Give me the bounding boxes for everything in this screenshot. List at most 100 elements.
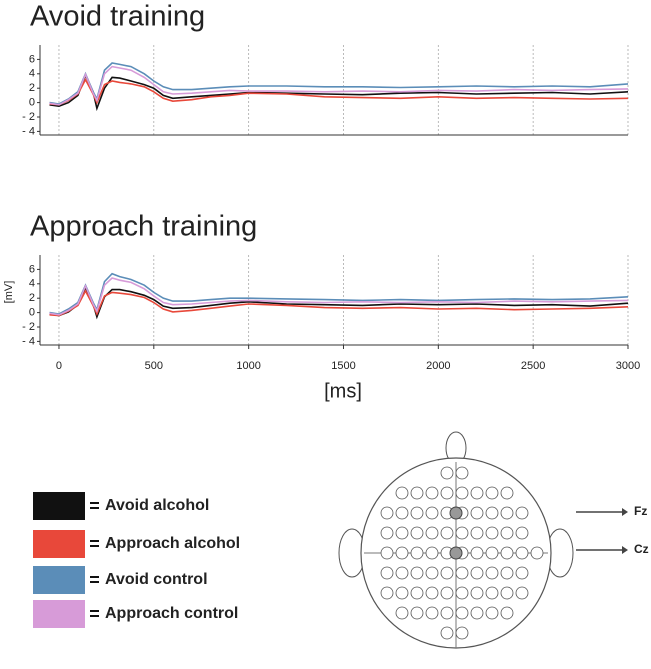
electrode xyxy=(395,486,409,500)
electrode xyxy=(470,546,484,560)
x-tick-label: 3000 xyxy=(616,360,640,372)
y-tick-label: - 4 xyxy=(22,335,35,347)
electrode xyxy=(470,506,484,520)
electrode xyxy=(395,566,409,580)
electrode xyxy=(470,526,484,540)
legend-swatch xyxy=(33,566,85,594)
electrode xyxy=(380,506,394,520)
x-tick-label: 0 xyxy=(56,360,62,372)
electrode xyxy=(410,566,424,580)
legend-swatch xyxy=(33,530,85,558)
electrode xyxy=(485,486,499,500)
y-tick-label: 4 xyxy=(29,68,35,80)
y-tick-label: - 4 xyxy=(22,125,35,137)
legend-label: Approach control xyxy=(105,605,238,622)
legend-label: Avoid alcohol xyxy=(105,497,209,514)
y-tick-label: 0 xyxy=(29,307,35,319)
series-line xyxy=(49,65,629,106)
electrode xyxy=(485,526,499,540)
electrode xyxy=(440,626,454,640)
electrode xyxy=(485,586,499,600)
x-axis-label: [ms] xyxy=(324,380,362,402)
electrode xyxy=(410,506,424,520)
electrode xyxy=(455,526,469,540)
x-tick-label: 2000 xyxy=(426,360,450,372)
series-line xyxy=(49,289,629,317)
electrode xyxy=(425,526,439,540)
electrode xyxy=(380,546,394,560)
electrode xyxy=(485,566,499,580)
electrode xyxy=(440,606,454,620)
electrode xyxy=(485,506,499,520)
electrode xyxy=(455,566,469,580)
electrode xyxy=(515,526,529,540)
legend-label: Approach alcohol xyxy=(105,535,240,552)
electrode-highlight xyxy=(449,506,463,520)
electrode xyxy=(470,486,484,500)
electrode xyxy=(395,506,409,520)
x-tick-label: 2500 xyxy=(521,360,545,372)
electrode xyxy=(440,526,454,540)
electrode xyxy=(530,546,544,560)
electrode xyxy=(395,606,409,620)
arrow-head xyxy=(622,546,628,554)
electrode xyxy=(440,566,454,580)
y-axis-label: [mV] xyxy=(3,281,15,304)
y-tick-label: 0 xyxy=(29,97,35,109)
electrode xyxy=(455,486,469,500)
y-tick-label: 2 xyxy=(29,82,35,94)
electrode xyxy=(440,486,454,500)
electrode xyxy=(380,566,394,580)
electrode xyxy=(425,506,439,520)
electrode xyxy=(470,606,484,620)
electrode xyxy=(500,606,514,620)
electrode xyxy=(455,606,469,620)
electrode xyxy=(455,626,469,640)
legend-swatch xyxy=(33,492,85,520)
legend-swatch xyxy=(33,600,85,628)
electrode xyxy=(500,486,514,500)
x-tick-label: 500 xyxy=(145,360,163,372)
electrode xyxy=(500,526,514,540)
electrode xyxy=(500,566,514,580)
electrode xyxy=(500,546,514,560)
electrode xyxy=(395,526,409,540)
electrode xyxy=(380,586,394,600)
y-tick-label: 2 xyxy=(29,292,35,304)
electrode xyxy=(470,586,484,600)
x-tick-label: 1000 xyxy=(236,360,260,372)
electrode xyxy=(395,586,409,600)
electrode xyxy=(425,546,439,560)
legend-label: Avoid control xyxy=(105,571,208,588)
electrode xyxy=(500,506,514,520)
electrode xyxy=(410,486,424,500)
series-line xyxy=(49,277,629,316)
electrode xyxy=(440,586,454,600)
legend: Avoid alcohol Approach alcohol Avoid contr… xyxy=(33,492,240,628)
electrode xyxy=(515,506,529,520)
y-tick-label: 6 xyxy=(29,263,35,275)
electrode-label: Cz xyxy=(634,542,649,556)
y-tick-label: - 2 xyxy=(22,111,35,123)
electrode xyxy=(500,586,514,600)
chart-title: Approach training xyxy=(30,211,257,243)
electrode xyxy=(425,486,439,500)
electrode xyxy=(410,526,424,540)
electrode xyxy=(410,546,424,560)
y-tick-label: 6 xyxy=(29,53,35,65)
electrode xyxy=(515,586,529,600)
electrode xyxy=(440,466,454,480)
electrode xyxy=(425,606,439,620)
electrode xyxy=(380,526,394,540)
electrode xyxy=(410,606,424,620)
y-tick-label: - 2 xyxy=(22,321,35,333)
electrode-highlight xyxy=(449,546,463,560)
electrode xyxy=(425,566,439,580)
chart-title: Avoid training xyxy=(30,1,205,33)
electrode xyxy=(485,606,499,620)
series-line xyxy=(49,77,629,106)
electrode xyxy=(515,546,529,560)
electrode xyxy=(425,586,439,600)
